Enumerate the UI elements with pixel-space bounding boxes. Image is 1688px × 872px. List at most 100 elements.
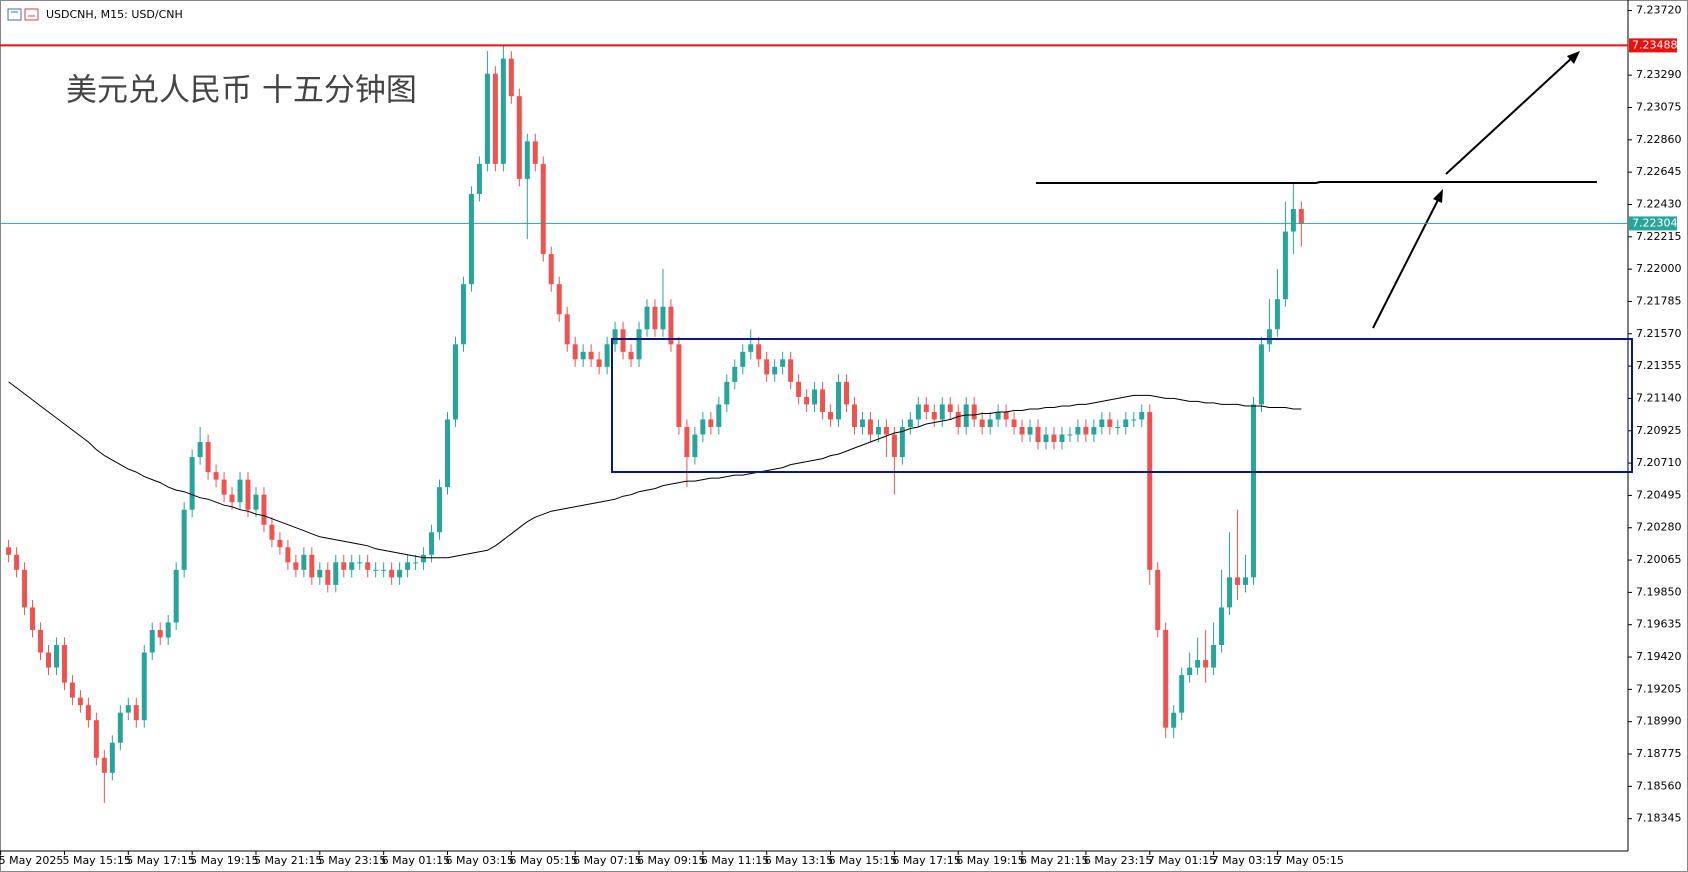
x-tick-label: 5 May 2025 <box>0 854 63 867</box>
candle-body <box>660 306 666 330</box>
candle-body <box>812 389 818 405</box>
candle-body <box>77 697 83 706</box>
candle-body <box>524 141 530 179</box>
candle-body <box>668 306 674 345</box>
candle-body <box>1035 427 1041 443</box>
candle-body <box>349 562 355 570</box>
candle-body <box>53 645 59 668</box>
candle-body <box>197 442 203 458</box>
candle-body <box>381 569 387 571</box>
candle-body <box>820 389 826 412</box>
x-tick-label: 7 May 05:15 <box>1275 854 1343 867</box>
x-tick-label: 6 May 11:15 <box>701 854 769 867</box>
candle-body <box>1051 434 1057 443</box>
price-label-box <box>1629 216 1677 231</box>
y-tick-label: 7.19205 <box>1636 682 1682 695</box>
candle-body <box>181 509 187 570</box>
candle-body <box>14 554 20 570</box>
candle-body <box>141 652 147 721</box>
candle-body <box>508 58 514 97</box>
candle-body <box>1099 419 1105 427</box>
candle-body <box>580 351 586 360</box>
candle-body <box>22 569 28 608</box>
candle-body <box>867 419 873 435</box>
y-tick-label: 7.19850 <box>1636 585 1682 598</box>
candle-body <box>1131 419 1137 421</box>
candle-body <box>492 73 498 164</box>
candle-body <box>963 404 969 427</box>
chart-title: 美元兑人民币 十五分钟图 <box>66 73 417 109</box>
candle-body <box>165 622 171 638</box>
candle-body <box>995 411 1001 420</box>
y-tick-label: 7.22430 <box>1636 197 1682 210</box>
candle-body <box>1107 419 1113 427</box>
candle-body <box>859 419 865 427</box>
candle-body <box>644 306 650 330</box>
x-tick-label: 6 May 19:15 <box>956 854 1024 867</box>
x-tick-label: 6 May 13:15 <box>765 854 833 867</box>
candle-body <box>445 419 450 488</box>
candle-body <box>325 569 331 585</box>
candle-body <box>1147 411 1153 570</box>
candle-body <box>612 329 618 345</box>
candle-body <box>915 404 921 420</box>
y-tick-label: 7.18775 <box>1636 747 1682 760</box>
candle-body <box>684 427 690 458</box>
candle-body <box>317 569 323 578</box>
candle-body <box>724 381 730 405</box>
candle-body <box>1075 427 1081 435</box>
candle-body <box>1211 645 1217 668</box>
candle-body <box>357 562 363 564</box>
x-tick-label: 5 May 17:15 <box>126 854 194 867</box>
candle-body <box>1027 427 1033 435</box>
candle-body <box>628 351 634 360</box>
candle-body <box>1195 660 1201 668</box>
candle-body <box>979 419 985 427</box>
candle-body <box>1011 419 1017 427</box>
range-box <box>611 338 1633 473</box>
candle-body <box>301 554 307 570</box>
x-tick-label: 6 May 01:15 <box>382 854 450 867</box>
candle-body <box>548 254 554 285</box>
x-tick-label: 6 May 23:15 <box>1084 854 1152 867</box>
candle-body <box>851 404 857 427</box>
candle-body <box>157 629 163 638</box>
y-tick-label: 7.18345 <box>1636 812 1682 825</box>
y-tick-label: 7.19420 <box>1636 650 1682 663</box>
candle-body <box>1067 434 1073 436</box>
candle-body <box>556 284 562 315</box>
candle-body <box>229 494 235 503</box>
y-tick-label: 7.23075 <box>1636 100 1682 113</box>
candle-body <box>1139 411 1145 420</box>
y-tick-label: 7.20495 <box>1636 488 1682 501</box>
candle-body <box>173 569 179 623</box>
candle-body <box>564 314 570 345</box>
x-tick-label: 5 May 19:15 <box>190 854 258 867</box>
candle-body <box>756 344 762 360</box>
arrow-head <box>1567 51 1580 64</box>
candle-body <box>931 411 937 420</box>
candle-body <box>1187 667 1193 676</box>
price-label: 7.22304 <box>1632 216 1678 229</box>
x-tick-label: 6 May 07:15 <box>573 854 641 867</box>
arrow <box>1445 55 1575 175</box>
candle-body <box>596 359 602 367</box>
candle-body <box>61 645 67 683</box>
candle-body <box>1179 675 1185 713</box>
candle-body <box>939 404 945 420</box>
candle-body <box>389 569 395 578</box>
y-tick-label: 7.23290 <box>1636 68 1682 81</box>
candle-body <box>891 434 897 458</box>
candle-body <box>844 381 849 405</box>
candle-body <box>788 359 794 382</box>
y-tick-label: 7.20925 <box>1636 424 1682 437</box>
candle-body <box>149 629 155 653</box>
x-tick-label: 7 May 03:15 <box>1212 854 1280 867</box>
x-tick-label: 6 May 05:15 <box>509 854 577 867</box>
arrow <box>1372 195 1441 329</box>
candle-body <box>293 562 299 570</box>
arrow-head <box>1433 189 1443 203</box>
y-tick-label: 7.20710 <box>1636 456 1682 469</box>
candle-body <box>405 562 411 570</box>
candle-body <box>1290 208 1296 232</box>
